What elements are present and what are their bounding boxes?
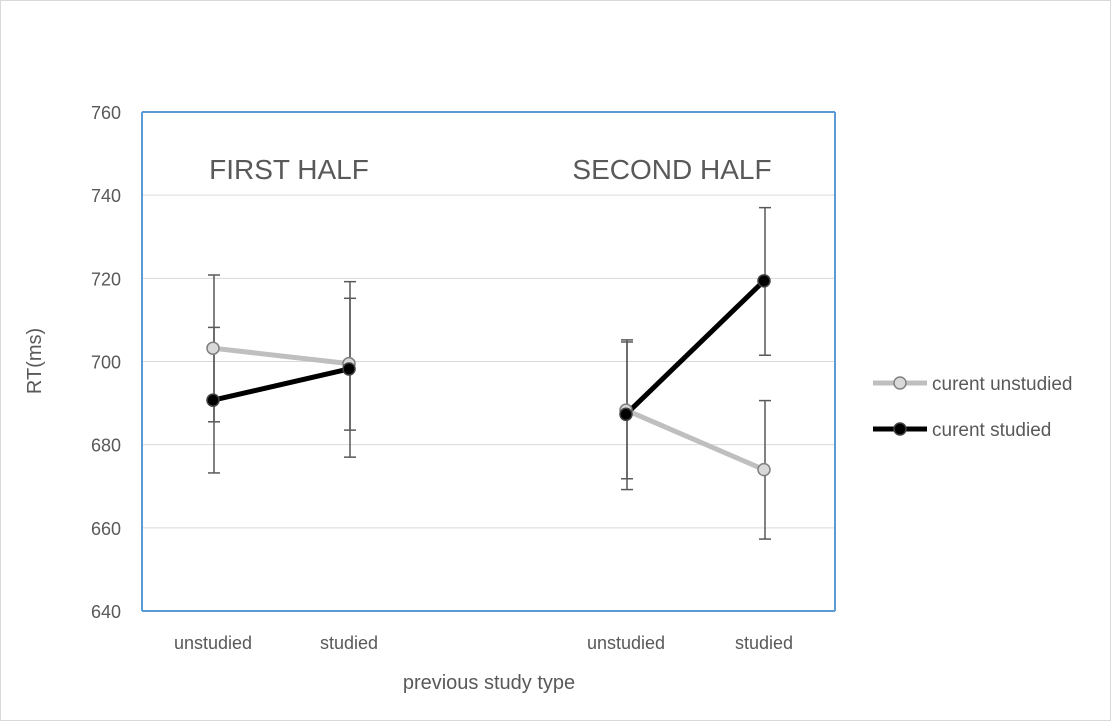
x-tick-label: studied <box>320 633 378 653</box>
series-line <box>210 366 352 403</box>
y-tick-label: 660 <box>91 519 121 539</box>
data-point <box>342 362 356 376</box>
legend-label: curent studied <box>932 420 1051 441</box>
y-tick-label: 700 <box>91 353 121 373</box>
series-line <box>210 345 352 367</box>
legend-label: curent unstudied <box>932 374 1073 395</box>
legend-marker <box>893 422 907 436</box>
x-axis-label: previous study type <box>403 672 575 694</box>
x-axis-ticks: unstudied studied unstudied studied <box>174 633 793 653</box>
axes <box>141 111 836 612</box>
y-tick-label: 740 <box>91 186 121 206</box>
panel-label: FIRST HALF <box>209 154 369 185</box>
data-point <box>757 462 771 477</box>
y-tick-label: 680 <box>91 436 121 456</box>
x-tick-label: unstudied <box>587 633 665 653</box>
y-tick-label: 760 <box>91 103 121 123</box>
legend: curent unstudied curent studied <box>873 374 1073 441</box>
legend-marker <box>893 376 907 390</box>
data-point <box>206 393 220 407</box>
series-line <box>623 278 767 417</box>
x-tick-label: studied <box>735 633 793 653</box>
panel-label: SECOND HALF <box>572 154 771 185</box>
y-tick-label: 640 <box>91 602 121 622</box>
error-bars <box>208 206 771 540</box>
y-axis-label: RT(ms) <box>24 328 46 394</box>
series-markers <box>206 274 771 477</box>
data-point <box>757 274 771 288</box>
panel-labels: FIRST HALF SECOND HALF <box>209 154 771 185</box>
data-point <box>206 341 220 355</box>
y-tick-label: 720 <box>91 269 121 289</box>
series-line <box>623 407 767 473</box>
series-lines <box>210 278 767 473</box>
y-axis-ticks: 640 660 680 700 720 740 760 <box>91 103 121 622</box>
data-point <box>619 407 633 422</box>
x-tick-label: unstudied <box>174 633 252 653</box>
